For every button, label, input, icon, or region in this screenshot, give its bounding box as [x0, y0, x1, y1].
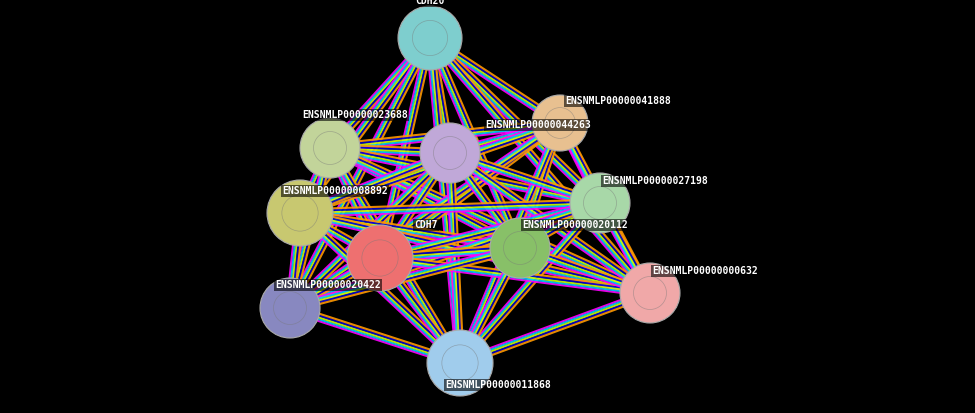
- Ellipse shape: [427, 330, 493, 396]
- Ellipse shape: [490, 218, 550, 278]
- Text: ENSNMLP00000027198: ENSNMLP00000027198: [603, 176, 708, 186]
- Ellipse shape: [398, 6, 462, 70]
- Ellipse shape: [442, 345, 478, 381]
- Ellipse shape: [274, 292, 306, 325]
- Text: ENSNMLP00000020422: ENSNMLP00000020422: [275, 280, 381, 290]
- Text: ENSNMLP00000020112: ENSNMLP00000020112: [523, 220, 628, 230]
- Ellipse shape: [362, 240, 398, 276]
- Text: CDH20: CDH20: [415, 0, 445, 6]
- Ellipse shape: [347, 225, 413, 291]
- Ellipse shape: [282, 195, 318, 231]
- Text: ENSNMLP00000011868: ENSNMLP00000011868: [446, 380, 551, 390]
- Ellipse shape: [267, 180, 333, 246]
- Text: ENSNMLP00000008892: ENSNMLP00000008892: [282, 186, 388, 196]
- Ellipse shape: [503, 232, 536, 264]
- Text: ENSNMLP00000044263: ENSNMLP00000044263: [486, 120, 591, 130]
- Ellipse shape: [260, 278, 320, 338]
- Ellipse shape: [420, 123, 480, 183]
- Ellipse shape: [412, 20, 448, 56]
- Ellipse shape: [434, 137, 466, 169]
- Ellipse shape: [583, 187, 616, 219]
- Ellipse shape: [545, 108, 575, 138]
- Ellipse shape: [620, 263, 680, 323]
- Text: ENSNMLP00000000632: ENSNMLP00000000632: [652, 266, 758, 276]
- Text: ENSNMLP00000041888: ENSNMLP00000041888: [566, 96, 671, 106]
- Ellipse shape: [570, 173, 630, 233]
- Ellipse shape: [300, 118, 360, 178]
- Ellipse shape: [314, 131, 346, 164]
- Ellipse shape: [634, 276, 667, 309]
- Text: ENSNMLP00000023688: ENSNMLP00000023688: [302, 110, 408, 120]
- Text: CDH7: CDH7: [414, 220, 438, 230]
- Ellipse shape: [532, 95, 588, 151]
